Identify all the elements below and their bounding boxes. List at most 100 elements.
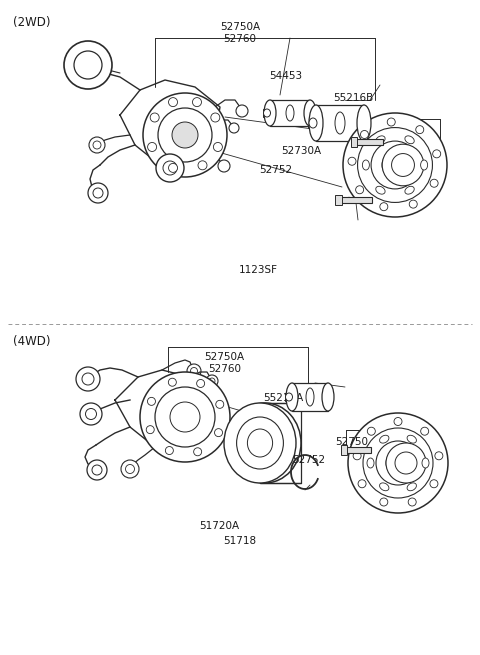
Circle shape: [343, 113, 447, 217]
Circle shape: [121, 460, 139, 478]
Circle shape: [218, 160, 230, 172]
Circle shape: [394, 417, 402, 426]
Circle shape: [371, 141, 419, 189]
Text: 51718: 51718: [223, 536, 256, 546]
Circle shape: [236, 105, 248, 117]
Bar: [270, 100, 310, 126]
Ellipse shape: [322, 383, 334, 411]
Bar: [351, 137, 357, 147]
Ellipse shape: [306, 388, 314, 406]
Circle shape: [380, 202, 388, 211]
Ellipse shape: [405, 136, 414, 143]
Circle shape: [395, 452, 417, 474]
Circle shape: [363, 428, 433, 498]
Circle shape: [392, 153, 414, 176]
Ellipse shape: [380, 436, 389, 443]
Circle shape: [93, 141, 101, 149]
Circle shape: [435, 452, 443, 460]
Circle shape: [88, 183, 108, 203]
Circle shape: [191, 367, 197, 375]
Bar: [260, 403, 301, 483]
Bar: [341, 445, 347, 455]
Bar: [285, 393, 293, 401]
Circle shape: [163, 161, 177, 175]
Circle shape: [206, 375, 218, 387]
Circle shape: [376, 441, 420, 485]
Circle shape: [215, 428, 223, 437]
Ellipse shape: [380, 483, 389, 491]
Ellipse shape: [247, 429, 273, 457]
Circle shape: [85, 409, 96, 419]
Circle shape: [89, 137, 105, 153]
Circle shape: [82, 373, 94, 385]
Circle shape: [172, 122, 198, 148]
Text: 51720A: 51720A: [199, 521, 240, 531]
Circle shape: [386, 443, 426, 483]
Ellipse shape: [407, 436, 417, 443]
Circle shape: [74, 51, 102, 79]
Text: 54453: 54453: [269, 71, 302, 81]
Circle shape: [197, 379, 204, 388]
Circle shape: [143, 93, 227, 177]
Ellipse shape: [264, 109, 271, 117]
Text: 52750A
52760: 52750A 52760: [204, 352, 245, 374]
Circle shape: [140, 372, 230, 462]
Circle shape: [356, 186, 364, 194]
Ellipse shape: [407, 483, 417, 491]
Ellipse shape: [286, 383, 298, 411]
Circle shape: [432, 150, 441, 158]
Ellipse shape: [367, 458, 374, 468]
Circle shape: [166, 447, 173, 455]
Ellipse shape: [376, 136, 385, 143]
Ellipse shape: [224, 403, 296, 483]
Circle shape: [76, 367, 100, 391]
Circle shape: [125, 464, 134, 474]
Circle shape: [420, 427, 429, 435]
Ellipse shape: [286, 393, 292, 401]
Circle shape: [87, 460, 107, 480]
Circle shape: [80, 403, 102, 425]
Bar: [340, 197, 372, 203]
Ellipse shape: [362, 160, 370, 170]
Bar: [316, 105, 364, 141]
Ellipse shape: [229, 403, 301, 483]
Circle shape: [408, 498, 416, 506]
Ellipse shape: [286, 105, 294, 121]
Circle shape: [380, 498, 388, 506]
Circle shape: [64, 41, 112, 89]
Circle shape: [168, 98, 178, 107]
Circle shape: [209, 378, 215, 384]
Circle shape: [358, 128, 432, 202]
Circle shape: [158, 108, 212, 162]
Circle shape: [416, 126, 424, 134]
Ellipse shape: [420, 160, 428, 170]
Circle shape: [353, 452, 361, 460]
Text: (2WD): (2WD): [13, 16, 51, 29]
Bar: [308, 118, 317, 128]
Text: 1123SF: 1123SF: [239, 265, 278, 275]
Circle shape: [147, 398, 156, 405]
Ellipse shape: [376, 186, 385, 194]
Ellipse shape: [309, 105, 323, 141]
Circle shape: [187, 364, 201, 378]
Text: 52750: 52750: [335, 438, 368, 447]
Circle shape: [193, 448, 202, 456]
Circle shape: [367, 427, 375, 435]
Circle shape: [146, 426, 154, 434]
Bar: [263, 109, 271, 117]
Text: 52752: 52752: [259, 165, 292, 175]
Circle shape: [198, 161, 207, 170]
Circle shape: [92, 465, 102, 475]
Bar: [355, 139, 383, 145]
Circle shape: [192, 98, 202, 107]
Circle shape: [348, 157, 356, 165]
Circle shape: [360, 130, 369, 138]
Bar: [335, 195, 342, 205]
Circle shape: [348, 413, 448, 513]
Text: 52730A: 52730A: [281, 146, 321, 156]
Circle shape: [93, 188, 103, 198]
Circle shape: [168, 163, 178, 172]
Circle shape: [168, 378, 176, 386]
Text: 52750A
52760: 52750A 52760: [220, 22, 260, 44]
Circle shape: [386, 451, 410, 475]
